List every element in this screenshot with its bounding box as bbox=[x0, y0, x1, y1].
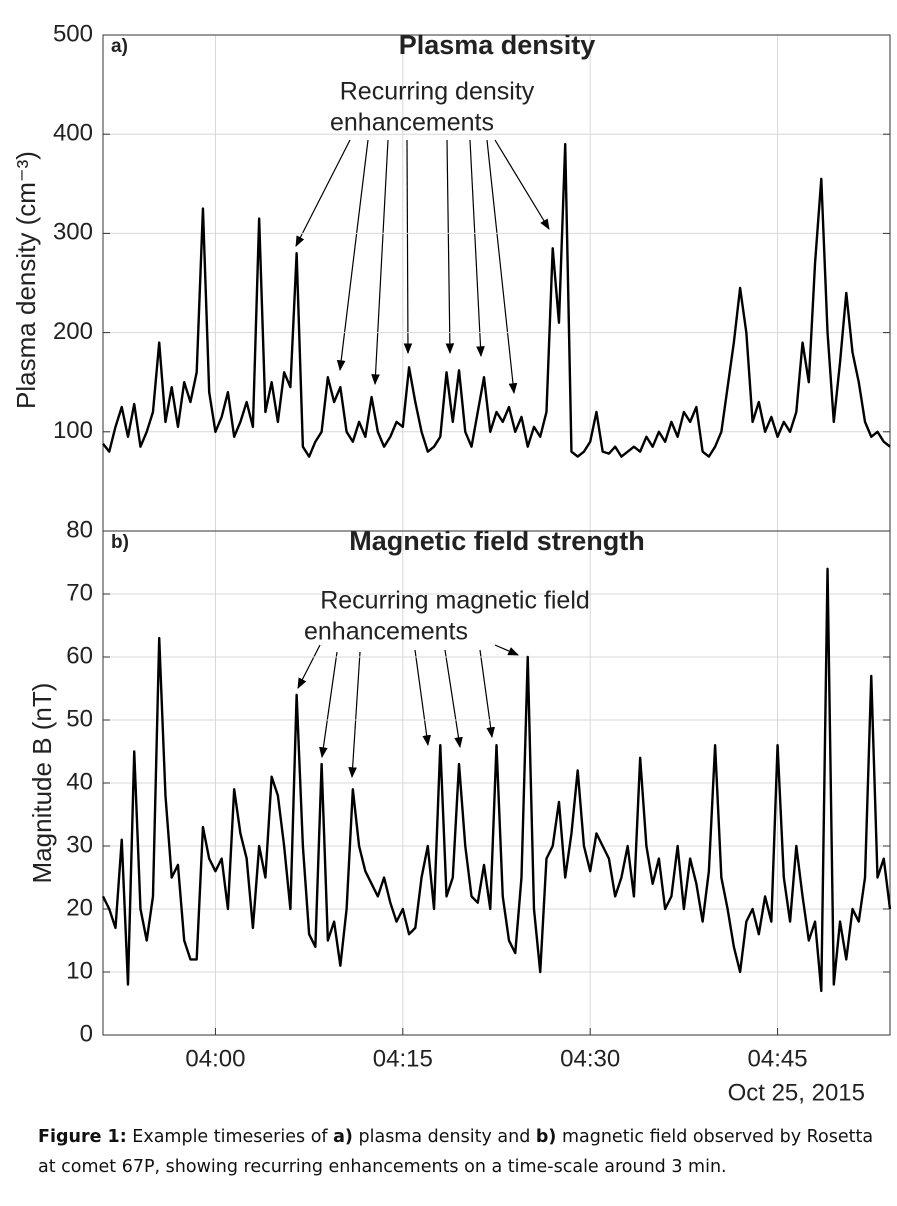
figure-caption: Figure 1: Example timeseries of a) plasm… bbox=[38, 1122, 878, 1182]
caption-segment: magnetic field observed by Rosetta at co… bbox=[38, 1127, 879, 1177]
panel-title: Magnetic field strength bbox=[349, 526, 645, 556]
y-tick-label: 300 bbox=[53, 219, 93, 246]
annotation-arrows-b bbox=[297, 644, 519, 779]
caption-segment: Example timeseries of bbox=[126, 1127, 334, 1147]
caption-segment: Figure 1: bbox=[38, 1127, 127, 1147]
caption-segment: plasma density and bbox=[352, 1127, 536, 1147]
y-tick-label: 200 bbox=[53, 318, 93, 345]
y-tick-label: 100 bbox=[53, 417, 93, 444]
plot-frame bbox=[102, 34, 891, 532]
y-tick-label: 50 bbox=[66, 705, 93, 732]
y-tick-label: 0 bbox=[80, 1020, 93, 1047]
y-tick-label: 10 bbox=[66, 957, 93, 984]
x-tick-label: 04:00 bbox=[185, 1045, 245, 1072]
annotation-text: Recurring density bbox=[340, 78, 535, 106]
annotation-arrows-a bbox=[295, 139, 550, 395]
y-tick-label: 70 bbox=[66, 579, 93, 606]
x-tick-label: 04:30 bbox=[560, 1045, 620, 1072]
x-tick-label: 04:15 bbox=[373, 1045, 433, 1072]
caption-segment: a) bbox=[333, 1127, 353, 1147]
annotation-text: enhancements bbox=[304, 618, 468, 646]
x-date-label: Oct 25, 2015 bbox=[728, 1079, 865, 1106]
y-tick-label: 80 bbox=[66, 516, 93, 543]
panel-title: Plasma density bbox=[399, 30, 596, 60]
y-tick-label: 400 bbox=[53, 120, 93, 147]
panel-label: a) bbox=[111, 36, 128, 57]
y-tick-label: 60 bbox=[66, 642, 93, 669]
y-axis-label: Plasma density (cm⁻³) bbox=[11, 151, 41, 409]
x-tick-label: 04:45 bbox=[748, 1045, 808, 1072]
y-tick-label: 20 bbox=[66, 894, 93, 921]
y-tick-label: 30 bbox=[66, 831, 93, 858]
caption-segment: b) bbox=[535, 1127, 557, 1147]
y-tick-label: 500 bbox=[53, 20, 93, 47]
data-line bbox=[101, 567, 892, 993]
annotation-text: Recurring magnetic field bbox=[320, 587, 590, 615]
panel-label: b) bbox=[111, 532, 129, 553]
annotation-text: enhancements bbox=[330, 109, 494, 137]
data-line bbox=[102, 142, 891, 458]
y-axis-label: Magnitude B (nT) bbox=[27, 683, 57, 884]
y-tick-label: 40 bbox=[66, 768, 93, 795]
